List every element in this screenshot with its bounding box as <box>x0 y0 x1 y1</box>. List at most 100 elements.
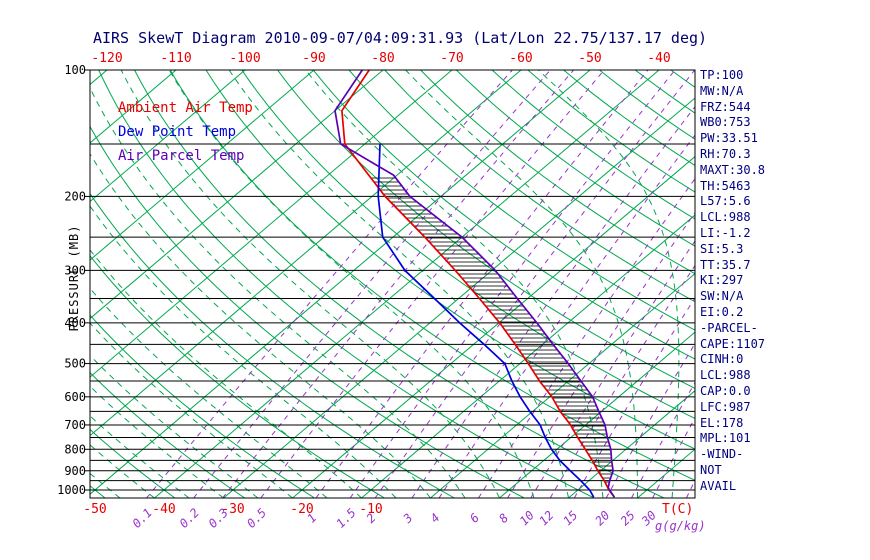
moist-adiabat-line <box>120 70 500 498</box>
stat-line: AVAIL <box>700 478 737 493</box>
moist-adiabat-line <box>0 70 51 498</box>
isotherm-line <box>90 70 108 86</box>
mixing-ratio-label: 15 <box>560 508 580 528</box>
stat-line: TH:5463 <box>700 178 751 193</box>
dry-adiabat-line <box>0 70 35 498</box>
mixing-ratio-line <box>222 70 574 498</box>
mixing-ratio-line <box>478 177 695 498</box>
dry-adiabat-line <box>563 70 695 167</box>
pressure-tick-label: 100 <box>64 63 86 77</box>
dry-adiabat-line <box>241 70 695 420</box>
moist-adiabat-line <box>90 322 293 498</box>
mixing-axis-label: g(g/kg) <box>655 519 706 533</box>
stat-line: TT:35.7 <box>700 257 751 272</box>
mixing-ratio-line <box>573 296 695 498</box>
pressure-tick-label: 1000 <box>57 483 86 497</box>
dry-adiabat-line <box>90 192 455 498</box>
mixing-ratio-label: 12 <box>536 508 556 528</box>
mixing-ratio-line <box>411 105 695 498</box>
air-parcel-temp-curve <box>334 70 616 498</box>
dry-adiabat-line <box>169 70 695 481</box>
isotherm-line <box>568 390 695 498</box>
dry-adiabat-line <box>455 70 695 247</box>
stat-line: MPL:101 <box>700 431 751 446</box>
isotherm-line <box>90 70 315 261</box>
temp-axis-label: T(C) <box>662 502 693 517</box>
stat-line: EI:0.2 <box>700 304 744 319</box>
dry-adiabat-line <box>491 70 695 220</box>
isotherm-line <box>90 70 522 437</box>
mixing-ratio-label: 0.5 <box>244 506 269 531</box>
stat-line: MW:N/A <box>700 83 744 98</box>
isotherm-line <box>292 155 695 498</box>
mixing-ratio-label: 0.2 <box>177 506 202 531</box>
moist-adiabat-line <box>0 70 86 498</box>
pressure-tick-label: 900 <box>64 464 86 478</box>
top-temp-label: -120 <box>91 51 122 66</box>
moist-adiabat-line <box>0 70 17 498</box>
top-temp-label: -110 <box>160 51 191 66</box>
legend: Ambient Air Temp Dew Point Temp Air Parc… <box>118 96 253 168</box>
moist-adiabat-line <box>90 415 190 498</box>
moist-adiabat-line <box>90 153 431 498</box>
stat-line: CINH:0 <box>700 352 744 367</box>
stat-line: KI:297 <box>700 273 744 288</box>
plot-border <box>89 69 696 499</box>
stat-line: RH:70.3 <box>700 146 751 161</box>
dry-adiabat-line <box>90 125 525 498</box>
stat-line: PW:33.51 <box>700 131 758 146</box>
pressure-tick-label: 200 <box>64 189 86 203</box>
stat-line: NOT <box>700 462 722 477</box>
top-temp-label: -90 <box>302 51 325 66</box>
dry-adiabat-line <box>527 70 695 193</box>
dew-point-temp-curve <box>377 143 595 498</box>
top-temp-label: -50 <box>578 51 601 66</box>
stat-line: EL:178 <box>700 415 744 430</box>
mixing-ratio-label: 20 <box>592 508 612 528</box>
mixing-ratio-line <box>374 70 695 498</box>
moist-adiabat-line <box>90 287 328 498</box>
ambient-air-temp-curve <box>341 70 616 498</box>
top-temp-label: -70 <box>440 51 463 66</box>
dry-adiabat-line <box>277 70 695 390</box>
moist-adiabat-line <box>90 249 362 498</box>
mixing-ratio-line <box>193 70 551 498</box>
stat-line: SW:N/A <box>700 289 744 304</box>
moist-adiabat-line <box>90 354 259 498</box>
mixing-ratio-line <box>260 70 605 498</box>
dry-adiabat-line <box>205 70 695 450</box>
stat-line: -WIND- <box>700 447 744 462</box>
top-temp-label: -80 <box>371 51 394 66</box>
stat-line: WB0:753 <box>700 115 751 130</box>
mixing-ratio-line <box>530 240 695 498</box>
top-temp-label: -60 <box>509 51 532 66</box>
dry-adiabat-line <box>90 485 106 498</box>
legend-ambient-air-temp: Ambient Air Temp <box>118 100 253 116</box>
mixing-ratio-label: 10 <box>517 508 537 528</box>
isotherm-line <box>90 70 453 378</box>
mixing-ratio-label: 4 <box>428 511 443 526</box>
dry-adiabat-line <box>90 371 245 498</box>
mixing-ratio-label: 8 <box>496 511 511 526</box>
stat-line: MAXT:30.8 <box>700 162 766 177</box>
stat-line: LCL:988 <box>700 210 751 225</box>
moist-adiabat-line <box>168 70 535 498</box>
top-temp-label: -40 <box>647 51 670 66</box>
stats-panel: TP:100 MW:N/A FRZ:544 WB0:753 PW:33.51 RH:70.… <box>700 68 765 495</box>
moist-adiabat-line <box>90 472 121 498</box>
pressure-tick-label: 600 <box>64 390 86 404</box>
mixing-ratio-line <box>652 416 695 498</box>
stat-line: -PARCEL- <box>700 320 758 335</box>
pressure-tick-label: 300 <box>64 263 86 277</box>
stat-line: SI:5.3 <box>700 241 744 256</box>
moist-adiabat-line <box>305 70 604 498</box>
mixing-ratio-label: 3 <box>400 511 416 527</box>
stat-line: LI:-1.2 <box>700 225 751 240</box>
bottom-temp-label: -30 <box>221 502 244 517</box>
mixing-ratio-label: 1.5 <box>333 506 358 531</box>
moist-adiabat-line <box>538 70 680 498</box>
pressure-tick-label: 400 <box>64 316 86 330</box>
mixing-ratio-label: 25 <box>618 508 638 528</box>
stat-line: TP:100 <box>700 68 744 82</box>
bottom-temp-label: -10 <box>359 502 382 517</box>
